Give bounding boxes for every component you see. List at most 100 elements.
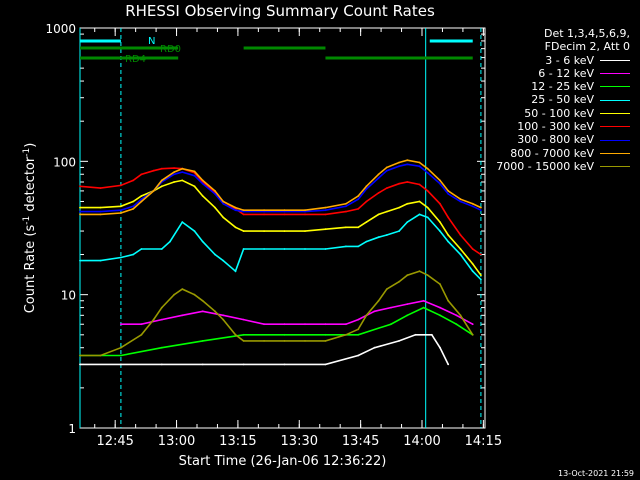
- data-point: [459, 234, 462, 236]
- plot-frame: [79, 27, 486, 429]
- data-point: [390, 323, 392, 326]
- data-point: [173, 167, 176, 170]
- data-point: [422, 299, 425, 302]
- data-point: [418, 183, 421, 186]
- data-point: [160, 248, 163, 250]
- data-point: [234, 270, 237, 273]
- legend-entry: 3 - 6 keV: [496, 54, 630, 67]
- data-point: [132, 200, 135, 203]
- data-point: [222, 216, 225, 219]
- data-point: [99, 354, 102, 357]
- data-point: [398, 340, 400, 342]
- data-point: [426, 171, 429, 174]
- data-point: [160, 306, 163, 309]
- data-point: [406, 221, 409, 224]
- y-tick-label: 1: [68, 422, 76, 436]
- data-point: [373, 310, 376, 313]
- data-point: [181, 314, 184, 317]
- data-point: [406, 303, 409, 305]
- data-point: [357, 245, 360, 248]
- data-point: [242, 230, 245, 233]
- timestamp: 13-Oct-2021 21:59: [558, 469, 634, 478]
- x-tick-label: 13:45: [342, 434, 379, 449]
- data-point: [471, 323, 474, 326]
- legend-line-swatch: [600, 59, 630, 61]
- data-point: [439, 230, 441, 233]
- x-tick-label: 12:45: [96, 434, 133, 449]
- data-point: [365, 200, 368, 203]
- series-line-4: [80, 179, 482, 276]
- legend-entry-label: 12 - 25 keV: [531, 80, 594, 94]
- data-point: [480, 209, 482, 212]
- legend: Det 1,3,4,5,6,9, FDecim 2, Att 0 3 - 6 k…: [496, 27, 630, 173]
- data-point: [455, 323, 458, 326]
- data-point: [140, 323, 143, 326]
- data-point: [304, 213, 306, 216]
- data-point: [201, 363, 204, 366]
- data-point: [193, 230, 196, 233]
- data-point: [357, 328, 360, 331]
- data-point: [418, 161, 421, 164]
- data-point: [263, 248, 265, 250]
- data-point: [324, 333, 327, 336]
- data-point: [79, 185, 81, 188]
- data-point: [459, 314, 462, 317]
- legend-entry-label: 25 - 50 keV: [531, 93, 594, 107]
- data-point: [140, 200, 143, 203]
- data-point: [234, 333, 237, 336]
- legend-line-swatch: [600, 86, 630, 88]
- data-point: [414, 333, 417, 336]
- data-point: [173, 173, 176, 176]
- legend-line-swatch: [600, 139, 630, 141]
- data-point: [385, 234, 388, 236]
- data-point: [181, 221, 184, 224]
- legend-entries: 3 - 6 keV 6 - 12 keV 12 - 25 keV 25 - 50 ke…: [496, 54, 630, 174]
- data-point: [418, 200, 421, 203]
- data-point: [304, 230, 306, 233]
- data-point: [234, 206, 237, 209]
- data-point: [430, 333, 433, 336]
- data-point: [169, 240, 171, 243]
- data-point: [173, 293, 176, 296]
- data-point: [79, 354, 81, 357]
- data-point: [140, 195, 143, 197]
- data-point: [439, 179, 441, 182]
- data-point: [447, 216, 450, 219]
- data-point: [324, 213, 327, 216]
- data-point: [418, 213, 421, 216]
- data-point: [263, 230, 265, 233]
- data-point: [459, 200, 462, 203]
- state-label: RD4: [125, 54, 146, 65]
- legend-line-swatch: [600, 126, 630, 128]
- data-point: [222, 259, 225, 262]
- data-point: [120, 323, 122, 326]
- data-point: [447, 190, 450, 192]
- data-point: [120, 346, 122, 349]
- data-point: [357, 198, 360, 201]
- x-tick-label: 14:00: [403, 434, 440, 449]
- data-point: [160, 363, 163, 366]
- legend-entry: 50 - 100 keV: [496, 107, 630, 120]
- data-point: [99, 206, 102, 209]
- data-point: [447, 193, 450, 195]
- data-point: [283, 363, 286, 366]
- x-tick-label: 13:15: [219, 434, 256, 449]
- data-point: [324, 323, 327, 326]
- data-point: [447, 299, 450, 302]
- data-point: [304, 210, 306, 213]
- data-point: [132, 205, 135, 208]
- legend-entry: 25 - 50 keV: [496, 93, 630, 106]
- data-point: [373, 346, 376, 349]
- data-point: [406, 163, 409, 166]
- data-point: [398, 165, 400, 168]
- legend-entry-label: 3 - 6 keV: [545, 53, 594, 67]
- data-point: [324, 248, 327, 250]
- data-point: [263, 210, 265, 213]
- data-point: [385, 166, 388, 169]
- data-point: [365, 188, 368, 190]
- legend-line-swatch: [600, 99, 630, 101]
- data-point: [193, 185, 196, 188]
- data-point: [140, 173, 143, 176]
